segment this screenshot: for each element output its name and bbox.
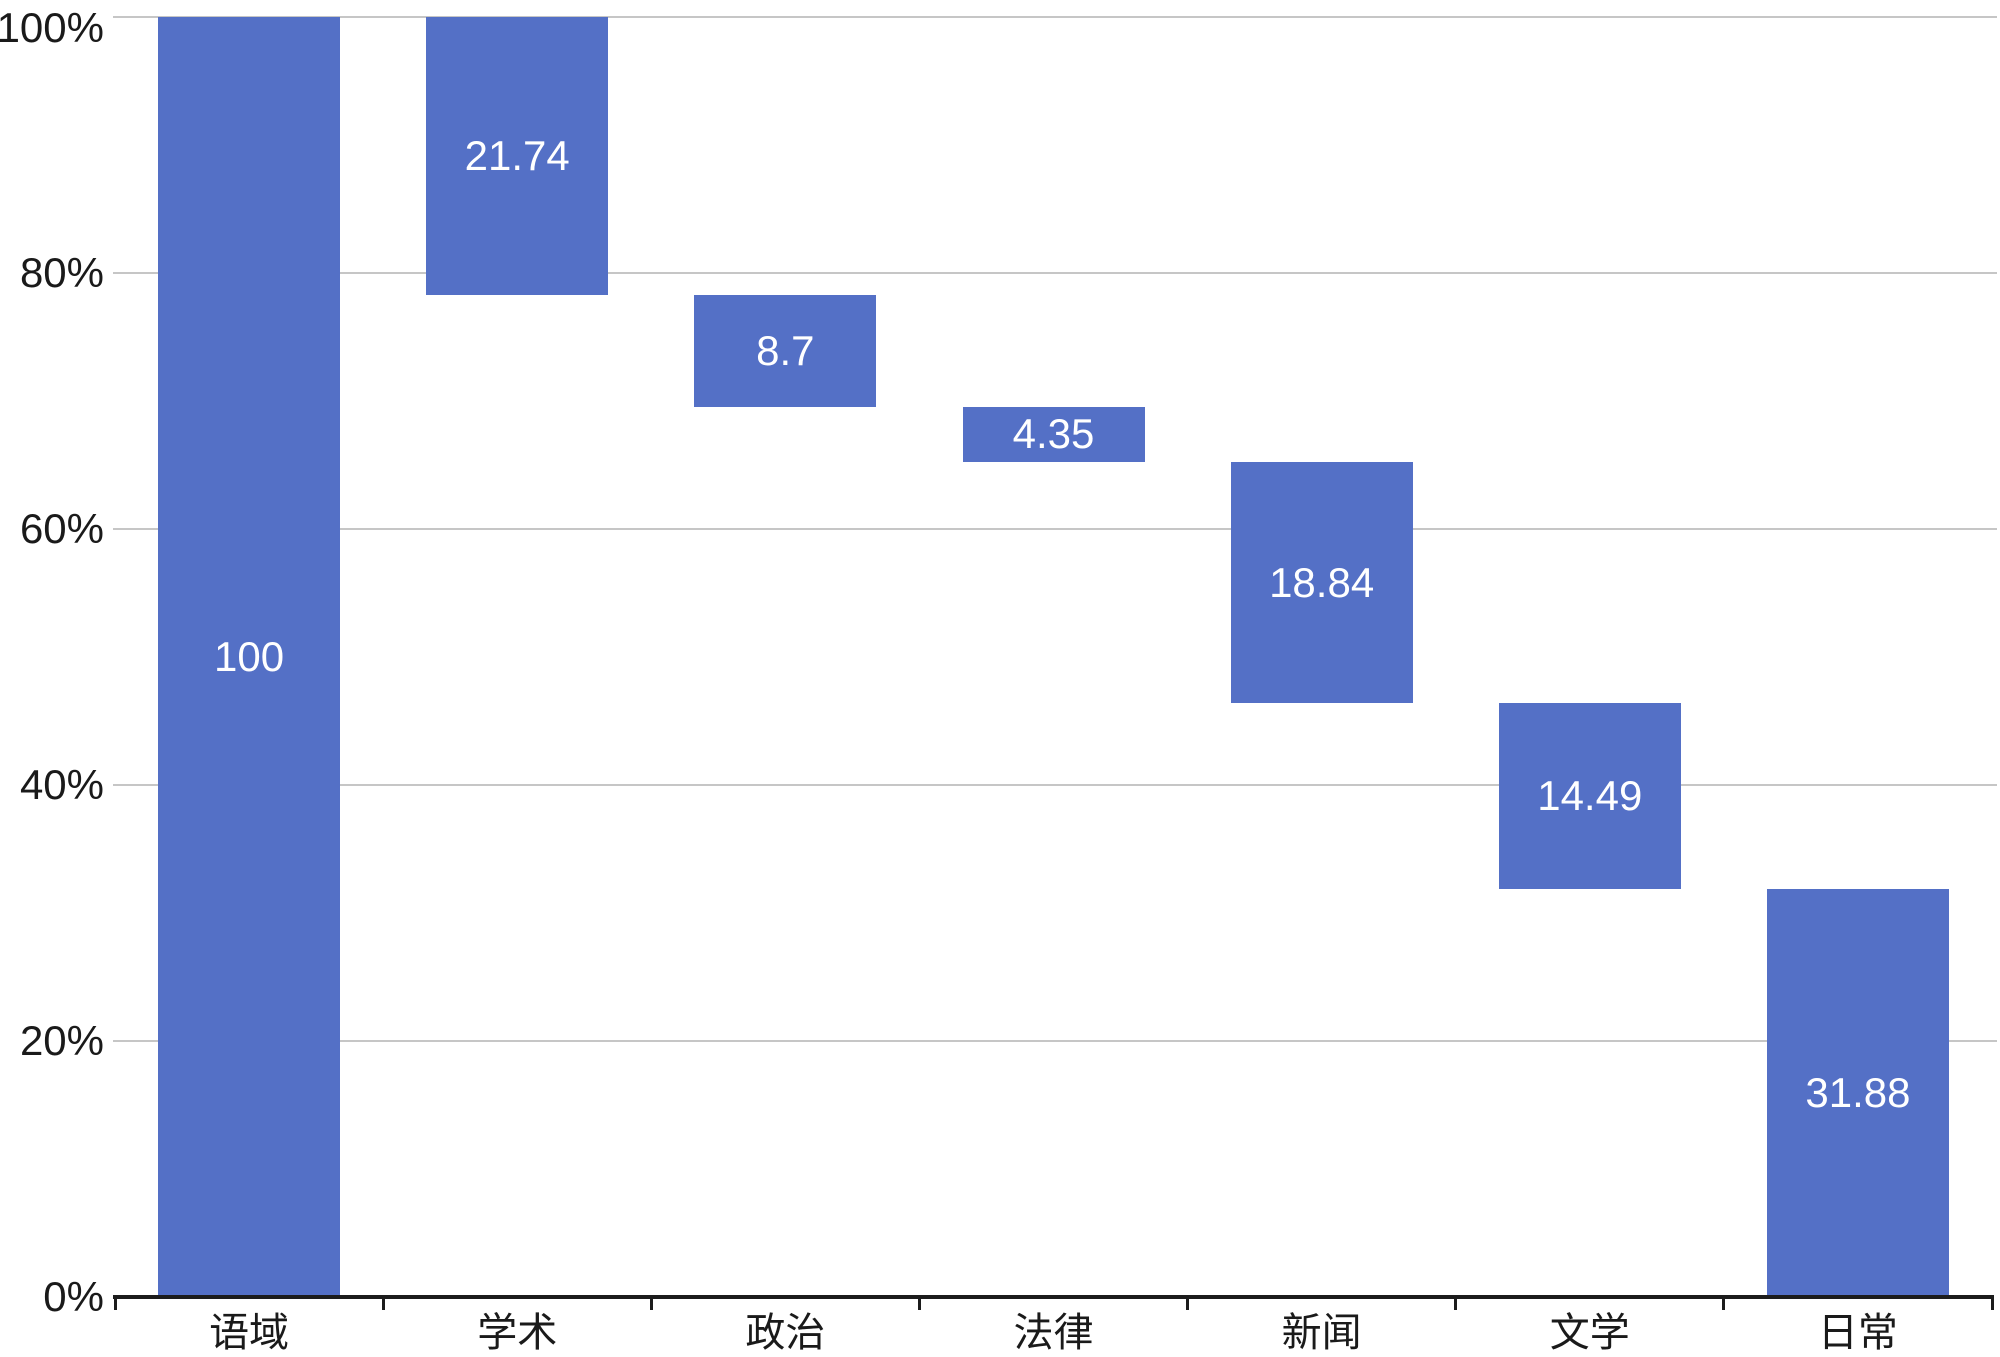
- waterfall-bar-2: [694, 295, 877, 407]
- y-axis-tick-label: 0%: [43, 1273, 104, 1320]
- x-axis-category-label-1: 学术: [477, 1311, 558, 1355]
- y-axis-tick-label: 60%: [19, 505, 104, 552]
- y-axis-tick-label: 20%: [19, 1017, 104, 1064]
- x-axis-tick: [649, 1297, 653, 1310]
- waterfall-bar-6: [1766, 888, 1949, 1297]
- x-axis-tick: [1722, 1297, 1726, 1310]
- y-axis-tick-label: 80%: [19, 249, 104, 296]
- waterfall-bar-1: [426, 17, 609, 296]
- waterfall-bar-3: [962, 406, 1145, 463]
- waterfall-bar-0: [158, 17, 341, 1297]
- x-axis-category-label-4: 新闻: [1281, 1311, 1362, 1355]
- gridline-100: [113, 16, 1997, 18]
- x-axis-line: [113, 1295, 1994, 1299]
- x-axis-tick: [1454, 1297, 1458, 1310]
- y-axis-tick-label: 100%: [0, 4, 104, 51]
- bar-value-label: 14.49: [1537, 772, 1643, 820]
- x-axis-category-label-2: 政治: [745, 1311, 826, 1355]
- waterfall-bar-5: [1498, 703, 1681, 889]
- bar-value-label: 4.35: [1012, 410, 1095, 458]
- gridline-40: [113, 784, 1997, 786]
- gridline-60: [113, 528, 1997, 530]
- x-axis-tick: [917, 1297, 921, 1310]
- x-axis-tick: [1990, 1297, 1994, 1310]
- bar-value-label: 8.7: [756, 326, 815, 374]
- waterfall-bar-4: [1230, 462, 1413, 704]
- x-axis-tick: [113, 1297, 117, 1310]
- gridline-20: [113, 1040, 1997, 1042]
- x-axis-tick: [1186, 1297, 1190, 1310]
- bar-value-label: 21.74: [464, 132, 570, 180]
- x-axis-tick: [381, 1297, 385, 1310]
- x-axis-category-label-6: 日常: [1817, 1311, 1898, 1355]
- bar-value-label: 18.84: [1269, 558, 1375, 606]
- bar-value-label: 31.88: [1805, 1068, 1911, 1116]
- x-axis-category-label-3: 法律: [1013, 1311, 1094, 1355]
- x-axis-category-label-5: 文学: [1549, 1311, 1630, 1355]
- y-axis-tick-label: 40%: [19, 761, 104, 808]
- bar-value-label: 100: [214, 633, 285, 680]
- x-axis-category-label-0: 语域: [209, 1311, 290, 1355]
- gridline-80: [113, 272, 1997, 274]
